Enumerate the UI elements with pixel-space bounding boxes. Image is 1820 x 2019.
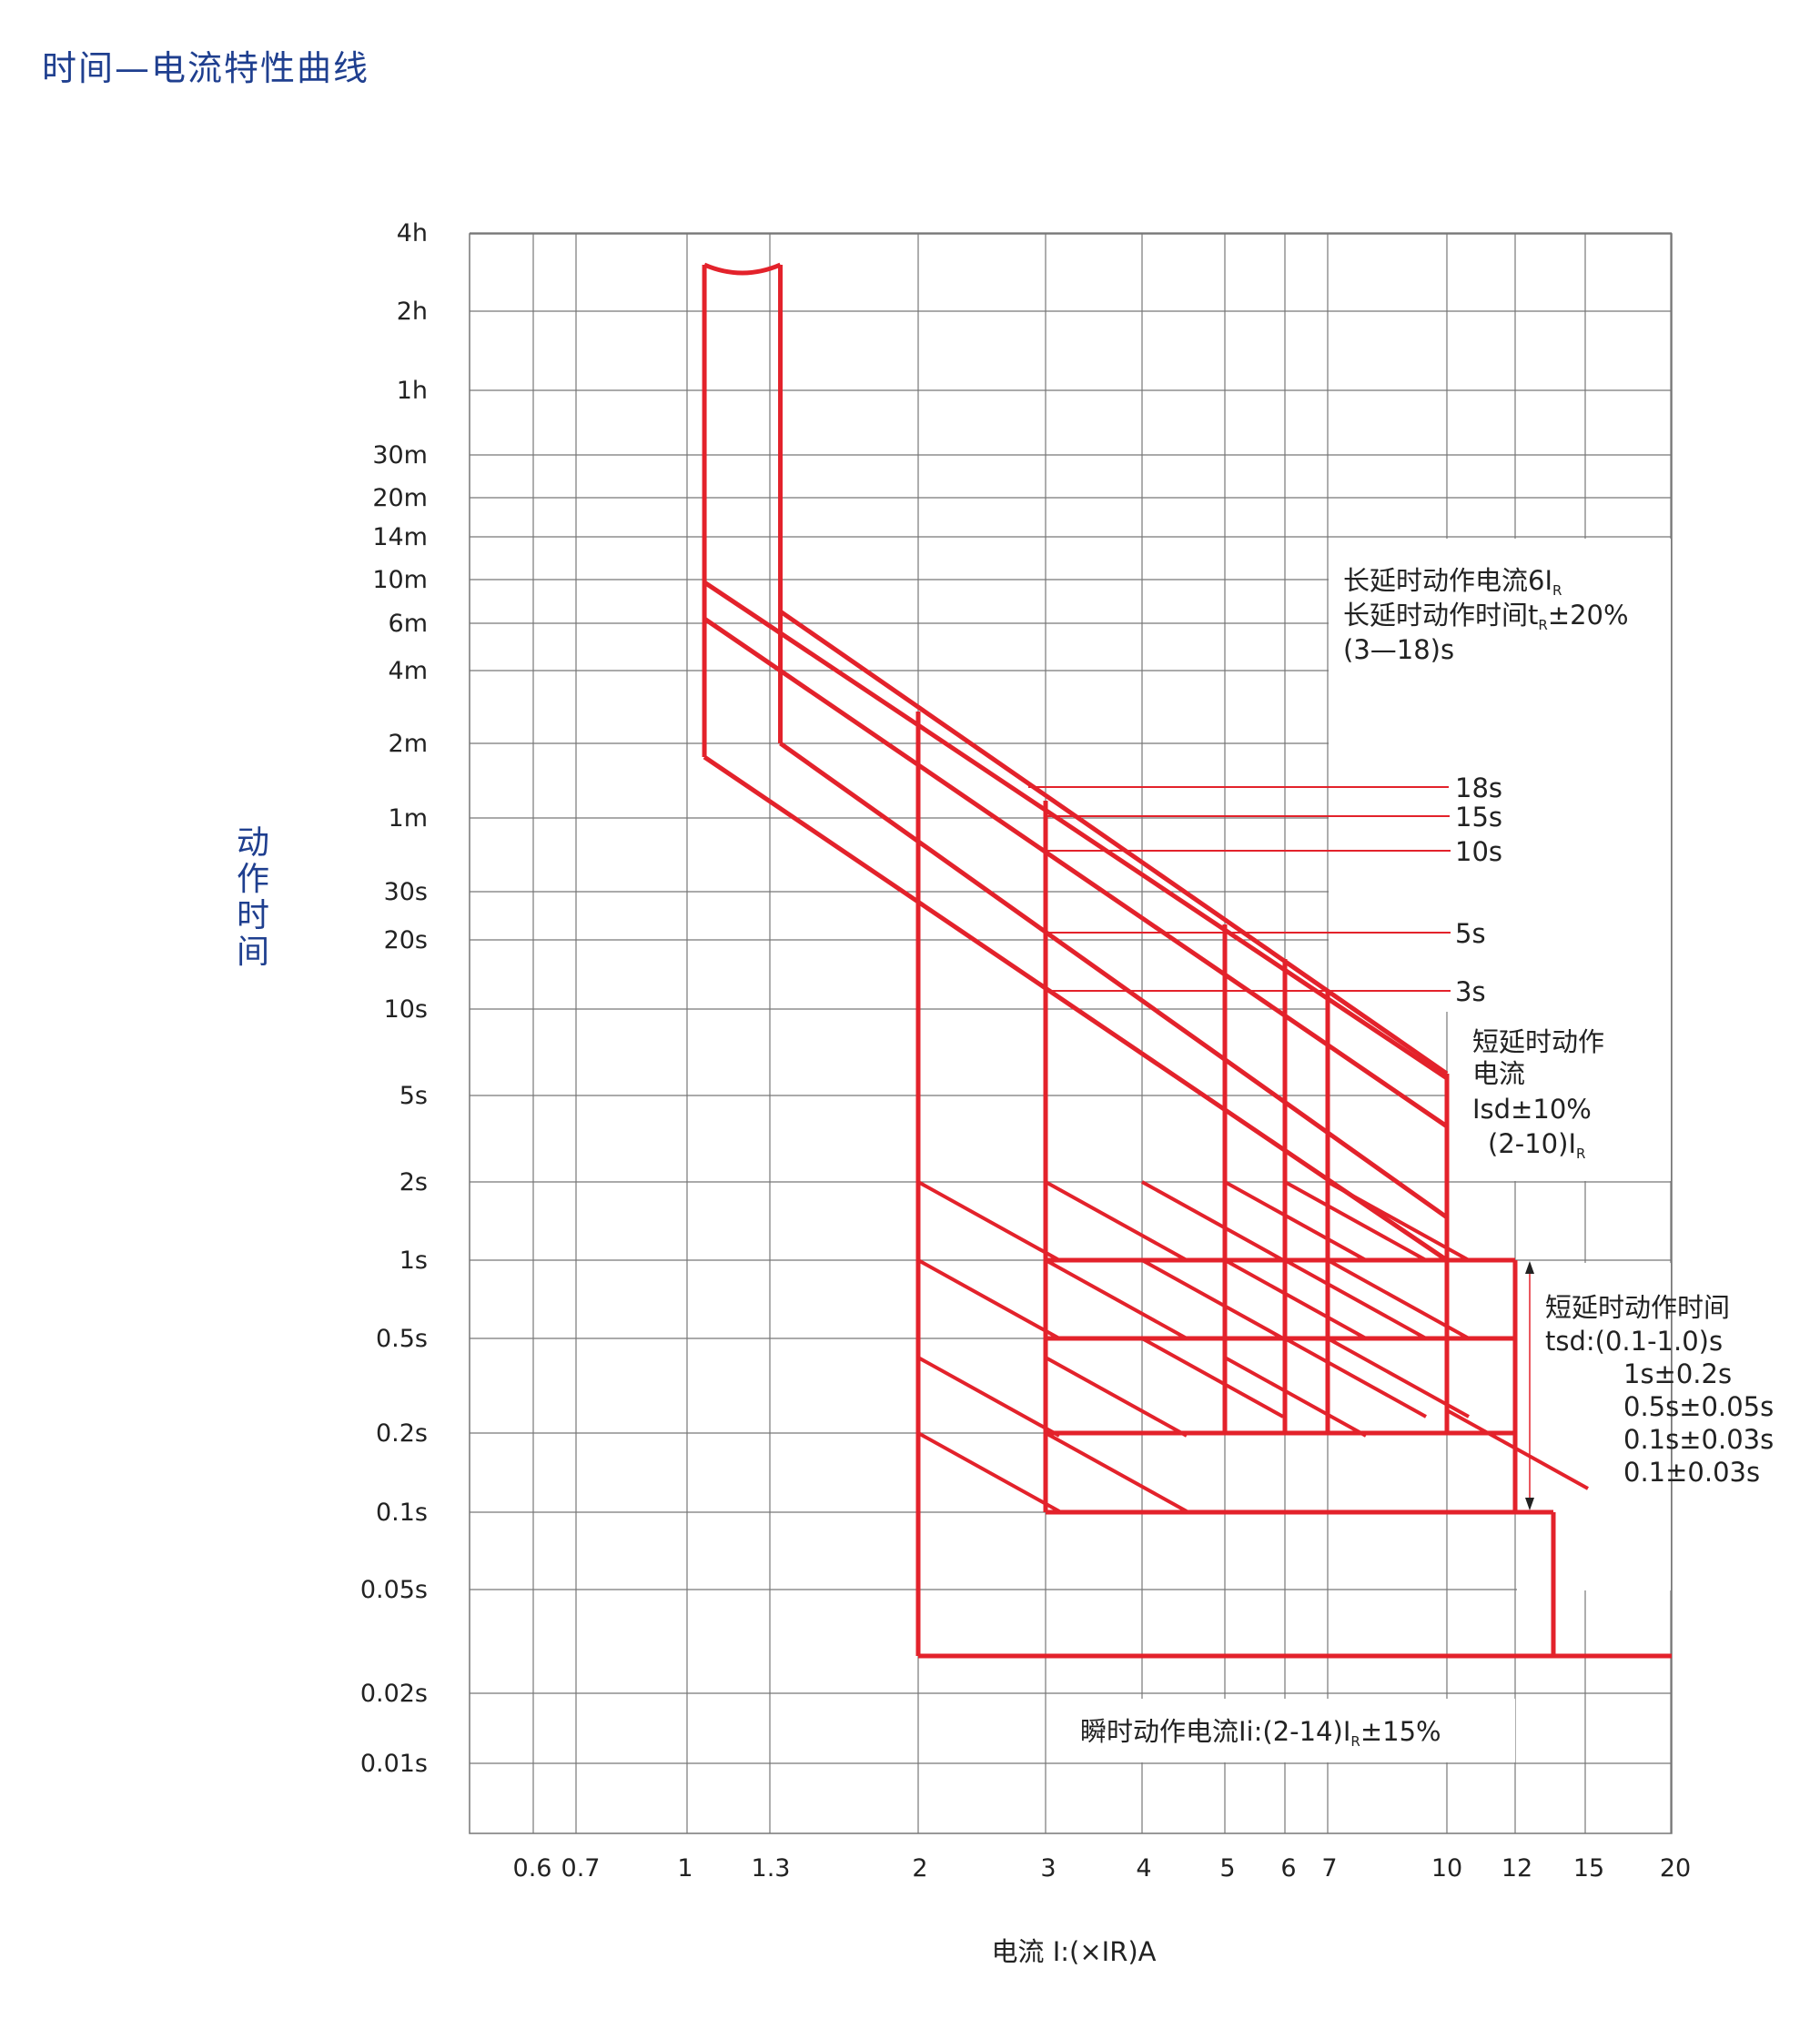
arrow-head-down — [1525, 1498, 1534, 1510]
x-tick-label: 3 — [1040, 1854, 1056, 1883]
long-delay-setting-label: 5s — [1455, 918, 1486, 949]
i2t-slope-segment — [917, 1258, 1060, 1340]
short-delay-time-note: 0.1±0.03s — [1623, 1457, 1760, 1488]
long-delay-curve — [703, 754, 1449, 1263]
x-tick-label: 2 — [912, 1854, 927, 1883]
i2t-slope-segment — [917, 1180, 1060, 1262]
i2t-slope-segment — [917, 1431, 1060, 1513]
i2t-slope-segment — [1045, 1180, 1188, 1262]
x-tick-label: 1 — [677, 1854, 693, 1883]
y-tick-label: 0.1s — [376, 1499, 428, 1527]
y-tick-label: 20m — [372, 484, 428, 512]
x-tick-label: 5 — [1219, 1854, 1235, 1883]
page-title: 时间—电流特性曲线 — [42, 48, 370, 88]
y-tick-label: 1m — [389, 804, 428, 833]
y-tick-label: 0.02s — [360, 1680, 428, 1708]
y-tick-label: 2h — [397, 298, 428, 326]
short-delay-current-note: Isd±10% — [1472, 1094, 1592, 1125]
y-tick-label: 1s — [399, 1247, 428, 1275]
trip-curves — [702, 262, 1672, 1659]
y-tick-label: 30s — [384, 878, 428, 906]
short-delay-time-note: 短延时动作时间 — [1545, 1292, 1730, 1323]
x-tick-label: 0.7 — [561, 1854, 601, 1883]
x-axis-title: 电流 I:(×IR)A — [991, 1936, 1156, 1967]
long-delay-setting-label: 3s — [1455, 976, 1486, 1007]
y-tick-label: 10m — [372, 566, 428, 594]
i2t-slope-segment — [1045, 1258, 1188, 1340]
i2t-slope-segment — [1446, 1408, 1589, 1490]
x-tick-label: 1.3 — [752, 1854, 791, 1883]
y-tick-label: 30m — [372, 441, 428, 469]
i2t-slope-segment — [1327, 1180, 1470, 1262]
i2t-slope-segment — [1327, 1337, 1470, 1418]
x-tick-label: 0.6 — [513, 1854, 552, 1883]
y-tick-label: 6m — [389, 610, 428, 638]
short-delay-time-note: 0.1s±0.03s — [1623, 1424, 1774, 1455]
long-delay-time-note: 长延时动作时间tR±20% — [1343, 600, 1629, 633]
annotation-area — [1449, 1012, 1671, 1181]
x-tick-label: 4 — [1136, 1854, 1151, 1883]
y-tick-label: 0.05s — [360, 1576, 428, 1604]
short-delay-time-note: 0.5s±0.05s — [1623, 1391, 1774, 1422]
i2t-slope-segment — [1045, 1431, 1188, 1513]
long-delay-curve — [703, 616, 1449, 1129]
y-tick-label: 0.5s — [376, 1325, 428, 1353]
y-tick-label: 0.01s — [360, 1750, 428, 1778]
i2t-slope-segment — [1327, 1258, 1470, 1340]
i2t-slope-segment — [1141, 1180, 1284, 1262]
y-tick-label: 2m — [389, 730, 428, 758]
annotation-area — [1517, 1263, 1671, 1590]
x-tick-label: 6 — [1280, 1854, 1296, 1883]
annotation-area — [1069, 1699, 1515, 1762]
chart-labels: 4h 2h 1h 30m 20m 14m 10m 6m 4m 2m 1m 30s 20s 10s 5s 2s 1… — [237, 219, 1774, 1967]
long-delay-curve — [779, 741, 1449, 1220]
long-delay-band-top — [703, 262, 782, 276]
long-delay-range-note: (3—18)s — [1343, 634, 1454, 665]
long-delay-current-note: 长延时动作电流6IR — [1343, 565, 1562, 599]
y-tick-label: 4h — [397, 219, 428, 247]
y-tick-label: 4m — [389, 657, 428, 685]
long-delay-curve — [779, 609, 1449, 1076]
x-tick-label: 20 — [1660, 1854, 1691, 1883]
x-tick-label: 12 — [1502, 1854, 1532, 1883]
y-tick-label: 1h — [397, 377, 428, 405]
short-delay-current-note: (2-10)IR — [1488, 1128, 1585, 1162]
x-tick-label: 15 — [1573, 1854, 1604, 1883]
long-delay-curve — [703, 580, 1449, 1081]
short-delay-time-note: 1s±0.2s — [1623, 1358, 1732, 1389]
y-tick-label: 14m — [372, 523, 428, 551]
instant-trip-note: 瞬时动作电流Ii:(2-14)IR±15% — [1080, 1716, 1441, 1750]
i2t-slope-segment — [1141, 1258, 1284, 1340]
y-tick-label: 2s — [399, 1168, 428, 1196]
y-tick-label: 10s — [384, 995, 428, 1024]
long-delay-setting-label: 18s — [1455, 772, 1502, 803]
plot-frame — [469, 233, 1673, 1834]
short-delay-current-note: 电流 — [1472, 1058, 1525, 1089]
i2t-slope-segment — [1141, 1337, 1284, 1418]
y-tick-label: 5s — [399, 1082, 428, 1110]
short-delay-current-note: 短延时动作 — [1472, 1026, 1604, 1057]
long-delay-setting-label: 15s — [1455, 802, 1502, 833]
y-tick-label: 20s — [384, 926, 428, 954]
arrow-head-up — [1525, 1261, 1534, 1274]
long-delay-setting-label: 10s — [1455, 836, 1502, 867]
y-axis-title: 动作时间 — [237, 824, 269, 971]
i2t-slope-segment — [1284, 1337, 1427, 1418]
i2t-slope-segment — [1224, 1180, 1367, 1262]
i2t-slope-segment — [1045, 1356, 1188, 1438]
i2t-slope-segment — [1224, 1356, 1367, 1438]
i2t-slope-segment — [917, 1356, 1060, 1438]
x-tick-label: 10 — [1431, 1854, 1462, 1883]
short-delay-time-note: tsd:(0.1-1.0)s — [1545, 1326, 1723, 1357]
i2t-slope-segment — [1284, 1180, 1427, 1262]
x-tick-label: 7 — [1321, 1854, 1337, 1883]
y-tick-label: 0.2s — [376, 1419, 428, 1448]
i2t-slope-segment — [1284, 1258, 1427, 1340]
i2t-slope-segment — [1224, 1258, 1367, 1340]
